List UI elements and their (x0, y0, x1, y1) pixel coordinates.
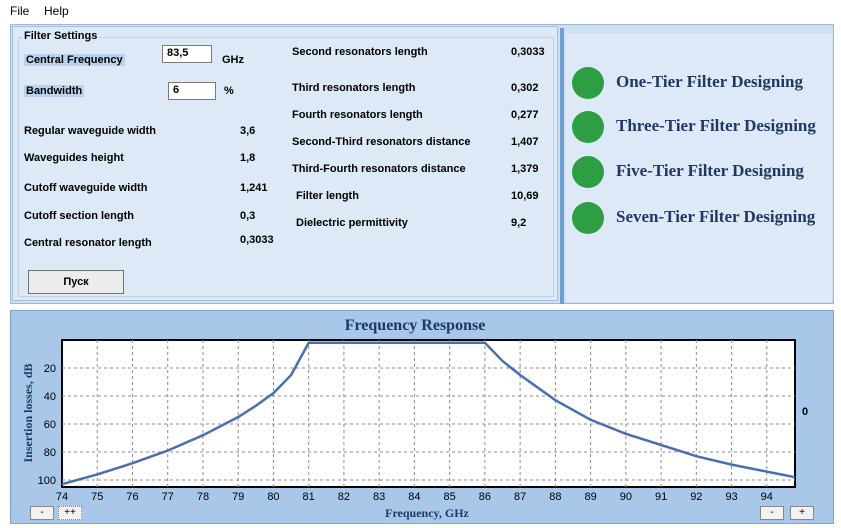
central-resonator-length-value: 0,3033 (240, 234, 274, 246)
chart-area (10, 310, 834, 524)
central-frequency-label: Central Frequency (24, 54, 125, 66)
one-tier-label: One-Tier Filter Designing (616, 72, 803, 91)
scroll-left-button[interactable]: - (30, 506, 54, 520)
filter-length-label: Filter length (296, 190, 359, 202)
green-circle-icon (572, 156, 604, 188)
menu-file[interactable]: File (10, 4, 30, 18)
second-third-distance-value: 1,407 (511, 136, 539, 148)
three-tier-label: Three-Tier Filter Designing (616, 116, 816, 135)
panel-divider (560, 28, 564, 304)
five-tier-label: Five-Tier Filter Designing (616, 161, 804, 180)
tier-panel (566, 34, 832, 302)
seven-tier-option[interactable]: Seven-Tier Filter Designing (570, 202, 826, 238)
dielectric-permittivity-value: 9,2 (511, 217, 527, 229)
third-fourth-distance-value: 1,379 (511, 163, 539, 175)
bandwidth-input[interactable]: 6 (168, 82, 216, 100)
bandwidth-label: Bandwidth (24, 85, 85, 97)
central-frequency-unit: GHz (222, 54, 244, 66)
menu-bar: File Help (0, 0, 841, 22)
waveguides-height-value: 1,8 (240, 152, 256, 164)
seven-tier-label: Seven-Tier Filter Designing (616, 207, 816, 226)
run-button[interactable]: Пуск (28, 270, 124, 294)
cutoff-section-length-label: Cutoff section length (24, 210, 134, 222)
second-third-distance-label: Second-Third resonators distance (292, 136, 471, 148)
central-frequency-input[interactable]: 83,5 (162, 45, 212, 63)
filter-settings-panel (12, 26, 558, 301)
dielectric-permittivity-label: Dielectric permittivity (296, 217, 408, 229)
second-resonators-length-label: Second resonators length (292, 46, 428, 58)
one-tier-option[interactable]: One-Tier Filter Designing (570, 67, 820, 103)
cutoff-section-length-value: 0,3 (240, 210, 256, 222)
three-tier-option[interactable]: Three-Tier Filter Designing (570, 111, 826, 147)
zoom-out-button[interactable]: - (760, 506, 784, 520)
green-circle-icon (572, 202, 604, 234)
central-resonator-length-label: Central resonator length (24, 237, 152, 249)
second-resonators-length-value: 0,3033 (511, 46, 545, 58)
fourth-resonators-length-value: 0,277 (511, 109, 539, 121)
fourth-resonators-length-label: Fourth resonators length (292, 109, 423, 121)
third-resonators-length-label: Third resonators length (292, 82, 416, 94)
filter-settings-title: Filter Settings (22, 30, 100, 42)
third-fourth-distance-label: Third-Fourth resonators distance (292, 163, 466, 175)
cutoff-waveguide-width-label: Cutoff waveguide width (24, 182, 148, 194)
five-tier-option[interactable]: Five-Tier Filter Designing (570, 156, 820, 192)
filter-settings-group (18, 37, 554, 297)
waveguides-height-label: Waveguides height (24, 152, 124, 164)
filter-length-value: 10,69 (511, 190, 539, 202)
regular-waveguide-width-label: Regular waveguide width (24, 125, 157, 137)
zoom-in-button[interactable]: + (790, 506, 814, 520)
cutoff-waveguide-width-value: 1,241 (240, 182, 268, 194)
menu-help[interactable]: Help (44, 4, 69, 18)
regular-waveguide-width-value: 3,6 (240, 125, 256, 137)
bandwidth-unit: % (224, 85, 234, 97)
green-circle-icon (572, 111, 604, 143)
green-circle-icon (572, 67, 604, 99)
scroll-thumb[interactable]: ++ (58, 506, 82, 520)
third-resonators-length-value: 0,302 (511, 82, 539, 94)
